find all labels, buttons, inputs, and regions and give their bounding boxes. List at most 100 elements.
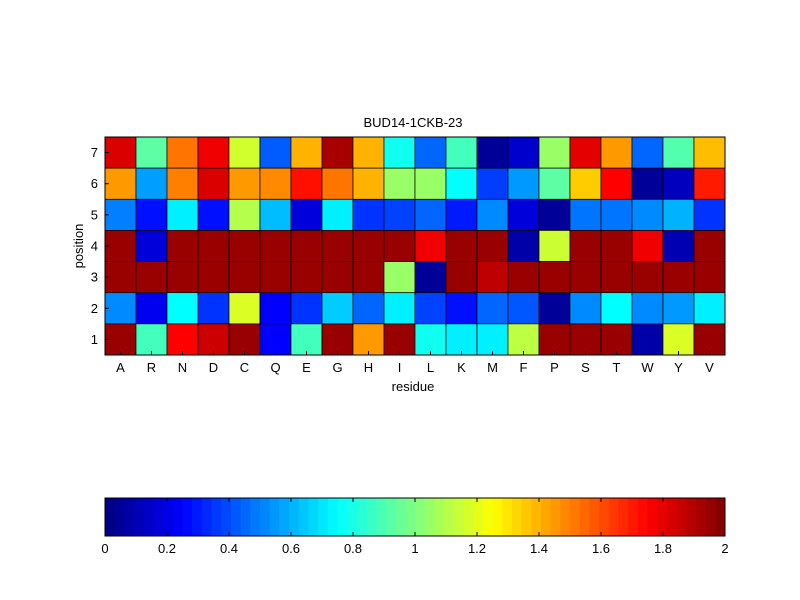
heatmap-cell xyxy=(693,261,726,294)
heatmap-cell xyxy=(414,323,447,356)
colorbar-strip xyxy=(540,498,552,536)
heatmap-cell xyxy=(321,230,354,262)
heatmap-cell xyxy=(476,167,509,200)
colorbar-strip xyxy=(695,498,707,536)
colorbar-strip xyxy=(647,498,658,536)
heatmap-cell xyxy=(662,230,695,262)
heatmap-cell xyxy=(414,292,447,325)
heatmap-cell xyxy=(631,230,664,262)
heatmap-cell xyxy=(383,323,416,356)
colorbar-strip xyxy=(473,498,484,536)
x-tick-label: I xyxy=(398,360,402,375)
heatmap-cell xyxy=(693,136,726,169)
colorbar-strip xyxy=(424,498,435,536)
heatmap-cell xyxy=(383,136,416,169)
heatmap-cell xyxy=(507,230,540,262)
heatmap-cell xyxy=(290,323,323,356)
heatmap-cell xyxy=(259,230,292,262)
heatmap-cell xyxy=(166,198,199,231)
heatmap-cell xyxy=(662,261,695,294)
heatmap-cell xyxy=(414,167,447,200)
heatmap-cell xyxy=(228,198,261,231)
y-tick-label: 1 xyxy=(91,332,98,347)
colorbar-tick-labels: 0 0.2 0.4 0.6 0.8 1 1.2 1.4 1.6 1.8 2 xyxy=(101,498,729,556)
colorbar-tick-label: 1.4 xyxy=(530,541,548,556)
x-tick-label: R xyxy=(147,360,156,375)
heatmap-cell xyxy=(166,261,199,294)
colorbar-strip xyxy=(705,498,716,536)
colorbar-strip xyxy=(356,498,367,536)
heatmap-cell xyxy=(476,323,509,356)
heatmap-cell xyxy=(569,167,602,200)
x-tick-label: A xyxy=(116,360,125,375)
heatmap-cell xyxy=(290,261,323,294)
heatmap-cell xyxy=(383,198,416,231)
x-tick-label: D xyxy=(209,360,218,375)
heatmap-cell xyxy=(662,323,695,356)
heatmap-cell xyxy=(476,198,509,231)
colorbar-strip xyxy=(318,498,329,536)
heatmap-cell xyxy=(631,323,664,356)
y-tick-label: 7 xyxy=(91,145,98,160)
heatmap-cell xyxy=(507,167,540,200)
heatmap-cell xyxy=(414,198,447,231)
heatmap-cell xyxy=(259,292,292,325)
heatmap-cell xyxy=(662,198,695,231)
colorbar-strip xyxy=(192,498,203,536)
heatmap-cell xyxy=(414,261,447,294)
heatmap-cell xyxy=(538,198,571,231)
x-tick-label: Y xyxy=(674,360,683,375)
colorbar-strip xyxy=(560,498,571,536)
heatmap-cell xyxy=(104,292,137,325)
x-tick-label: S xyxy=(581,360,590,375)
colorbar-tick-label: 0.4 xyxy=(220,541,238,556)
colorbar-strip xyxy=(134,498,145,536)
colorbar-strip xyxy=(250,498,261,536)
heatmap-cell xyxy=(259,198,292,231)
colorbar-strip xyxy=(511,498,522,536)
heatmap-cell xyxy=(104,230,137,262)
heatmap-cell xyxy=(352,292,385,325)
x-tick-label: Q xyxy=(270,360,280,375)
colorbar-strip xyxy=(260,498,271,536)
colorbar-strip xyxy=(211,498,222,536)
heatmap-cell xyxy=(476,292,509,325)
heatmap-cell xyxy=(445,230,478,262)
heatmap-cell xyxy=(693,198,726,231)
heatmap-cell xyxy=(507,261,540,294)
heatmap-cell xyxy=(383,261,416,294)
colorbar-strip xyxy=(182,498,193,536)
heatmap-cell xyxy=(135,230,168,262)
heatmap-cell xyxy=(569,292,602,325)
heatmap-cell xyxy=(383,167,416,200)
colorbar-strip xyxy=(434,498,445,536)
heatmap-cell xyxy=(507,198,540,231)
colorbar-strip xyxy=(240,498,251,536)
colorbar-tick-label: 0.8 xyxy=(344,541,362,556)
colorbar-strip xyxy=(715,498,726,536)
colorbar-strip xyxy=(385,498,397,536)
y-tick-label: 3 xyxy=(91,270,98,285)
heatmap-cell xyxy=(600,230,633,262)
heatmap-cell xyxy=(445,261,478,294)
colorbar-tick-label: 0 xyxy=(101,541,108,556)
colorbar-tick-label: 1 xyxy=(411,541,418,556)
heatmap-cell xyxy=(538,230,571,262)
heatmap-cell xyxy=(693,323,726,356)
heatmap-cell xyxy=(228,167,261,200)
heatmap-cell xyxy=(414,230,447,262)
heatmap-cell xyxy=(569,136,602,169)
heatmap-cell xyxy=(104,198,137,231)
colorbar-strip xyxy=(308,498,319,536)
heatmap-cell xyxy=(445,167,478,200)
heatmap-cell xyxy=(600,136,633,169)
colorbar-strip xyxy=(279,498,290,536)
colorbar-strip xyxy=(492,498,503,536)
heatmap-cell xyxy=(662,136,695,169)
heatmap-cell xyxy=(600,261,633,294)
heatmap-cell xyxy=(383,292,416,325)
colorbar-strip xyxy=(531,498,542,536)
x-tick-label: N xyxy=(178,360,187,375)
heatmap-cell xyxy=(569,198,602,231)
